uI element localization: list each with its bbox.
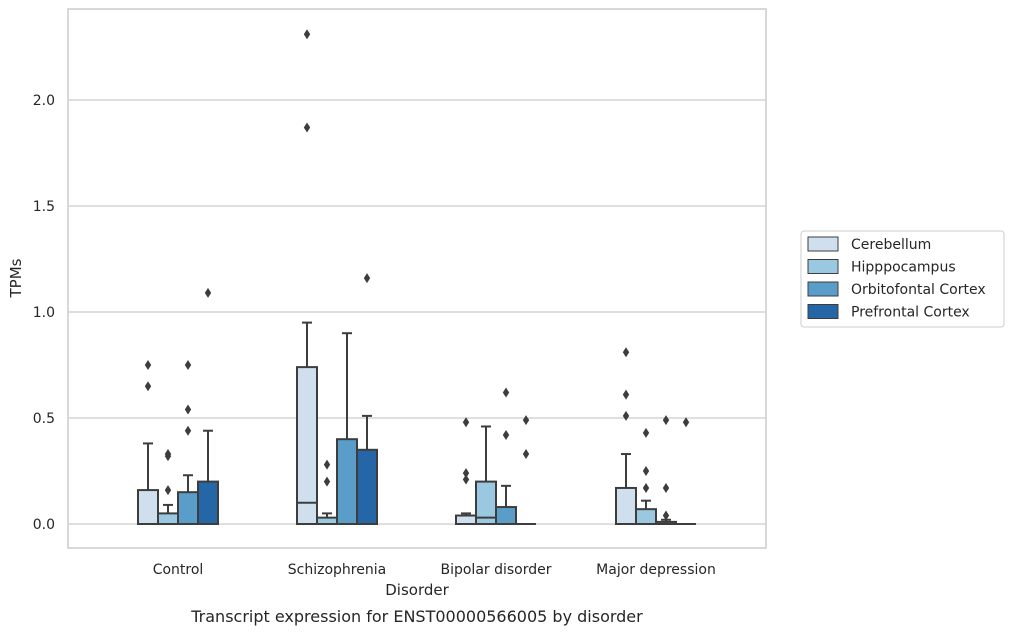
outlier-point <box>144 381 152 392</box>
y-tick-label: 2.0 <box>33 93 55 109</box>
outlier-point <box>323 476 331 487</box>
outlier-point <box>303 29 311 40</box>
outlier-point <box>662 510 670 521</box>
outlier-point <box>184 425 192 436</box>
legend-label: Orbitofontal Cortex <box>851 282 986 298</box>
box-rect <box>177 491 199 526</box>
y-tick-label: 1.5 <box>33 199 55 215</box>
outlier-point <box>323 459 331 470</box>
x-tick-labels: Control Schizophrenia Bipolar disorder Majo… <box>153 562 716 578</box>
outlier-point <box>164 485 172 496</box>
y-tick-label: 0.5 <box>33 411 55 427</box>
outlier-point <box>522 449 530 460</box>
box-group <box>655 415 677 526</box>
outlier-point <box>363 273 371 284</box>
box-group <box>296 29 318 525</box>
outlier-point <box>682 417 690 428</box>
outlier-point <box>642 427 650 438</box>
outlier-point <box>622 347 630 358</box>
box-rect <box>356 448 378 525</box>
legend-label: Prefrontal Cortex <box>851 305 970 321</box>
outlier-point <box>462 474 470 485</box>
box-rect <box>455 514 477 526</box>
box-rect <box>137 489 159 525</box>
outlier-point <box>642 466 650 476</box>
y-tick-label: 1.0 <box>33 305 55 321</box>
box-plots <box>137 29 696 526</box>
outlier-point <box>502 429 510 440</box>
outlier-point <box>184 404 192 415</box>
legend-swatch <box>807 236 839 252</box>
legend-label: Hipppocampus <box>851 260 956 276</box>
legend-swatch <box>807 259 839 274</box>
outlier-point <box>662 415 670 426</box>
legend-swatch <box>807 304 839 319</box>
outlier-point <box>502 387 510 398</box>
y-axis-label: TPMs <box>7 258 25 298</box>
outlier-point <box>462 417 470 428</box>
x-axis-label: Disorder <box>385 581 449 599</box>
outlier-point <box>303 122 311 133</box>
outlier-point <box>622 389 630 400</box>
box-rect <box>336 438 358 526</box>
x-tick-label: Bipolar disorder <box>440 562 551 578</box>
box-group <box>356 273 378 525</box>
box-group <box>137 360 159 525</box>
y-tick-label: 0.0 <box>33 517 55 533</box>
legend-label: Cerebellum <box>851 237 931 253</box>
x-tick-label: Schizophrenia <box>288 562 386 578</box>
box-group <box>635 427 657 526</box>
box-group <box>316 459 338 526</box>
box-group <box>177 360 199 526</box>
plot-background <box>68 9 766 548</box>
box-group <box>455 417 477 526</box>
box-group <box>615 347 637 525</box>
box-rect <box>475 480 497 526</box>
outlier-point <box>164 449 172 460</box>
legend-frame <box>800 230 1005 328</box>
box-group <box>676 417 696 525</box>
chart-caption: Transcript expression for ENST0000056600… <box>190 607 643 626</box>
legend-swatch <box>807 281 839 297</box>
outlier-point <box>522 415 530 426</box>
x-tick-label: Control <box>153 562 204 578</box>
box-rect <box>157 512 179 526</box>
box-rect <box>635 508 657 526</box>
box-group <box>495 387 517 526</box>
outlier-point <box>622 410 630 421</box>
plot-frame <box>67 8 767 549</box>
y-tick-labels: 0.0 0.5 1.0 1.5 2.0 <box>33 93 55 533</box>
box-group <box>475 425 497 526</box>
legend: Cerebellum Hipppocampus Orbitofontal Corte… <box>800 230 1005 328</box>
box-rect <box>615 486 637 525</box>
box-rect <box>296 366 318 525</box>
outlier-point <box>662 482 670 493</box>
box-group <box>516 415 536 525</box>
outlier-point <box>204 287 212 298</box>
outlier-point <box>184 360 192 370</box>
box-group <box>197 287 219 526</box>
x-tick-label: Major depression <box>596 562 716 578</box>
outlier-point <box>144 360 152 370</box>
box-rect <box>197 480 219 526</box>
outlier-point <box>642 482 650 493</box>
outlier-point <box>462 468 470 479</box>
box-rect <box>495 506 517 526</box>
